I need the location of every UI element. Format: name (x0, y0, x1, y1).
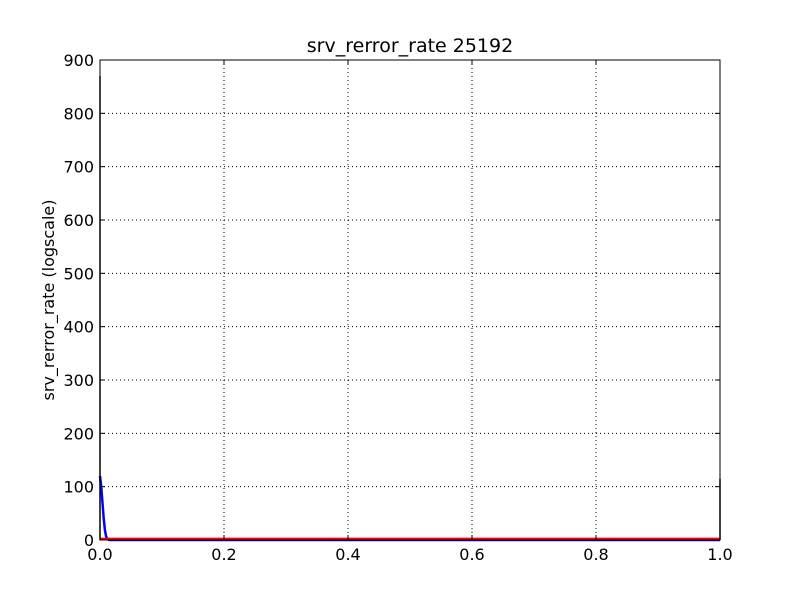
x-tick-label: 0.8 (583, 545, 608, 564)
x-tick-label: 1.0 (707, 545, 732, 564)
y-tick-label: 500 (63, 264, 94, 283)
y-tick-label: 300 (63, 371, 94, 390)
y-tick-label: 100 (63, 478, 94, 497)
y-tick-labels: 0 100 200 300 400 500 600 700 800 900 (63, 51, 94, 550)
plot-area (100, 60, 720, 540)
ticks (99, 59, 721, 541)
y-tick-label: 200 (63, 424, 94, 443)
y-tick-label: 0 (84, 531, 94, 550)
y-tick-label: 900 (63, 51, 94, 70)
y-tick-label: 700 (63, 158, 94, 177)
x-tick-label: 0.4 (335, 545, 360, 564)
chart-title: srv_rerror_rate 25192 (307, 35, 513, 57)
x-tick-labels: 0.0 0.2 0.4 0.6 0.8 1.0 (87, 545, 732, 564)
x-tick-label: 0.2 (211, 545, 236, 564)
y-tick-label: 400 (63, 318, 94, 337)
plot-frame (99, 59, 721, 541)
y-axis-label: srv_rerror_rate (logscale) (39, 199, 59, 400)
x-tick-label: 0.6 (459, 545, 484, 564)
y-tick-label: 800 (63, 104, 94, 123)
grid (100, 60, 720, 540)
x-tick-label: 0.0 (87, 545, 112, 564)
y-tick-label: 600 (63, 211, 94, 230)
